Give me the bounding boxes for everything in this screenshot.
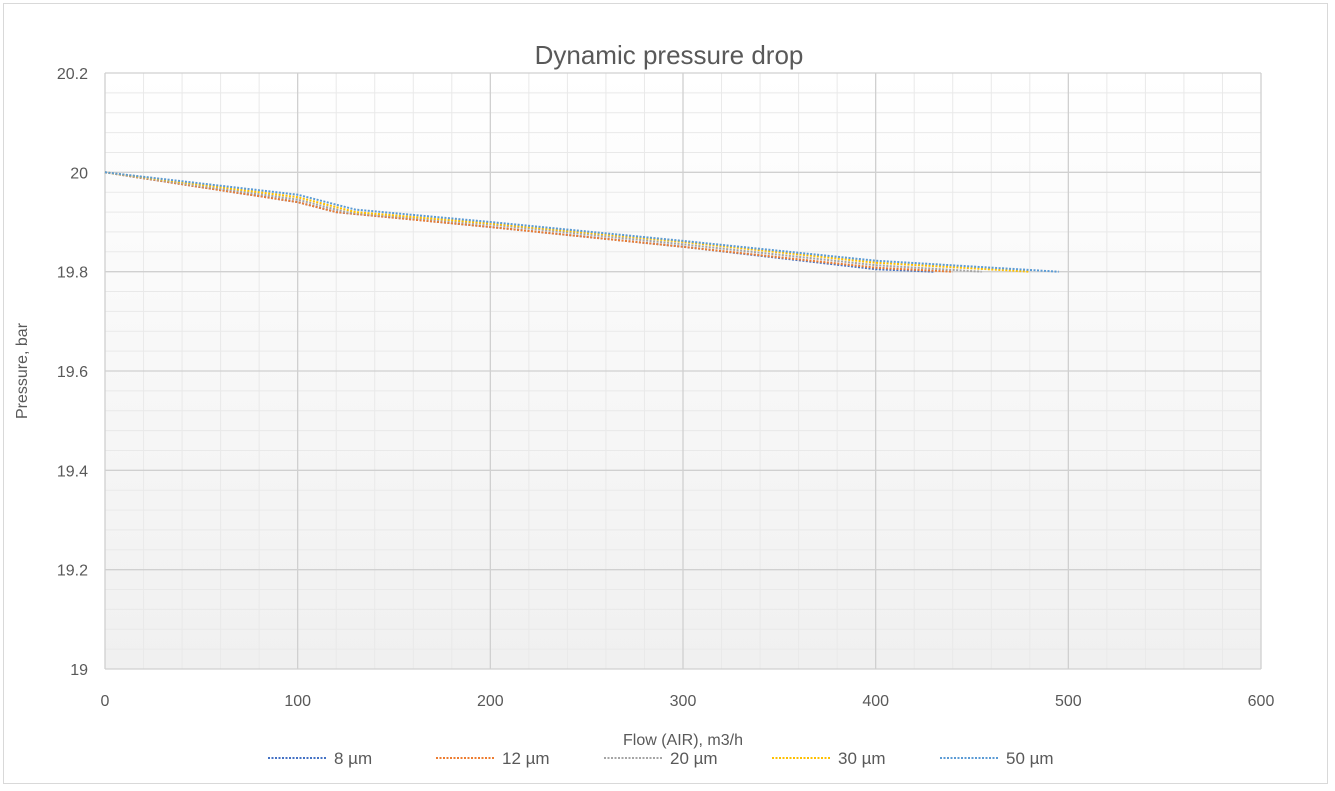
y-tick-label: 19.2	[57, 563, 88, 580]
legend-label: 50 µm	[1006, 749, 1054, 768]
legend-label: 12 µm	[502, 749, 550, 768]
series-lines	[104, 171, 1059, 273]
legend-label: 20 µm	[670, 749, 718, 768]
y-tick-label: 19	[70, 662, 88, 679]
x-tick-label: 500	[1055, 693, 1082, 710]
x-tick-label: 0	[101, 693, 110, 710]
y-tick-label: 20.2	[57, 66, 88, 83]
y-tick-label: 19.4	[57, 463, 88, 480]
series-line	[104, 171, 1030, 273]
x-tick-label: 300	[670, 693, 697, 710]
chart-title: Dynamic pressure drop	[535, 40, 804, 70]
x-tick-labels: 0 100 200 300 400 500 600	[101, 693, 1275, 710]
y-tick-labels: 19 19.2 19.4 19.6 19.8 20 20.2	[57, 66, 88, 679]
chart-svg: Dynamic pressure drop 0 100 200 300 400 500 60…	[14, 40, 1275, 768]
x-axis-title: Flow (AIR), m3/h	[623, 732, 743, 749]
x-tick-label: 400	[862, 693, 889, 710]
legend-label: 30 µm	[838, 749, 886, 768]
series-line	[104, 171, 1059, 273]
y-tick-label: 20	[70, 165, 88, 182]
legend: 8 µm 12 µm 20 µm 30 µm 50 µm	[268, 749, 1054, 768]
major-gridlines	[104, 72, 1262, 670]
y-tick-label: 19.6	[57, 364, 88, 381]
y-tick-label: 19.8	[57, 265, 88, 282]
x-tick-label: 100	[284, 693, 311, 710]
series-line	[104, 171, 953, 273]
y-axis-title: Pressure, bar	[14, 322, 31, 419]
x-tick-label: 600	[1248, 693, 1275, 710]
chart-area: Dynamic pressure drop 0 100 200 300 400 500 60…	[3, 3, 1328, 784]
legend-label: 8 µm	[334, 749, 372, 768]
x-tick-label: 200	[477, 693, 504, 710]
